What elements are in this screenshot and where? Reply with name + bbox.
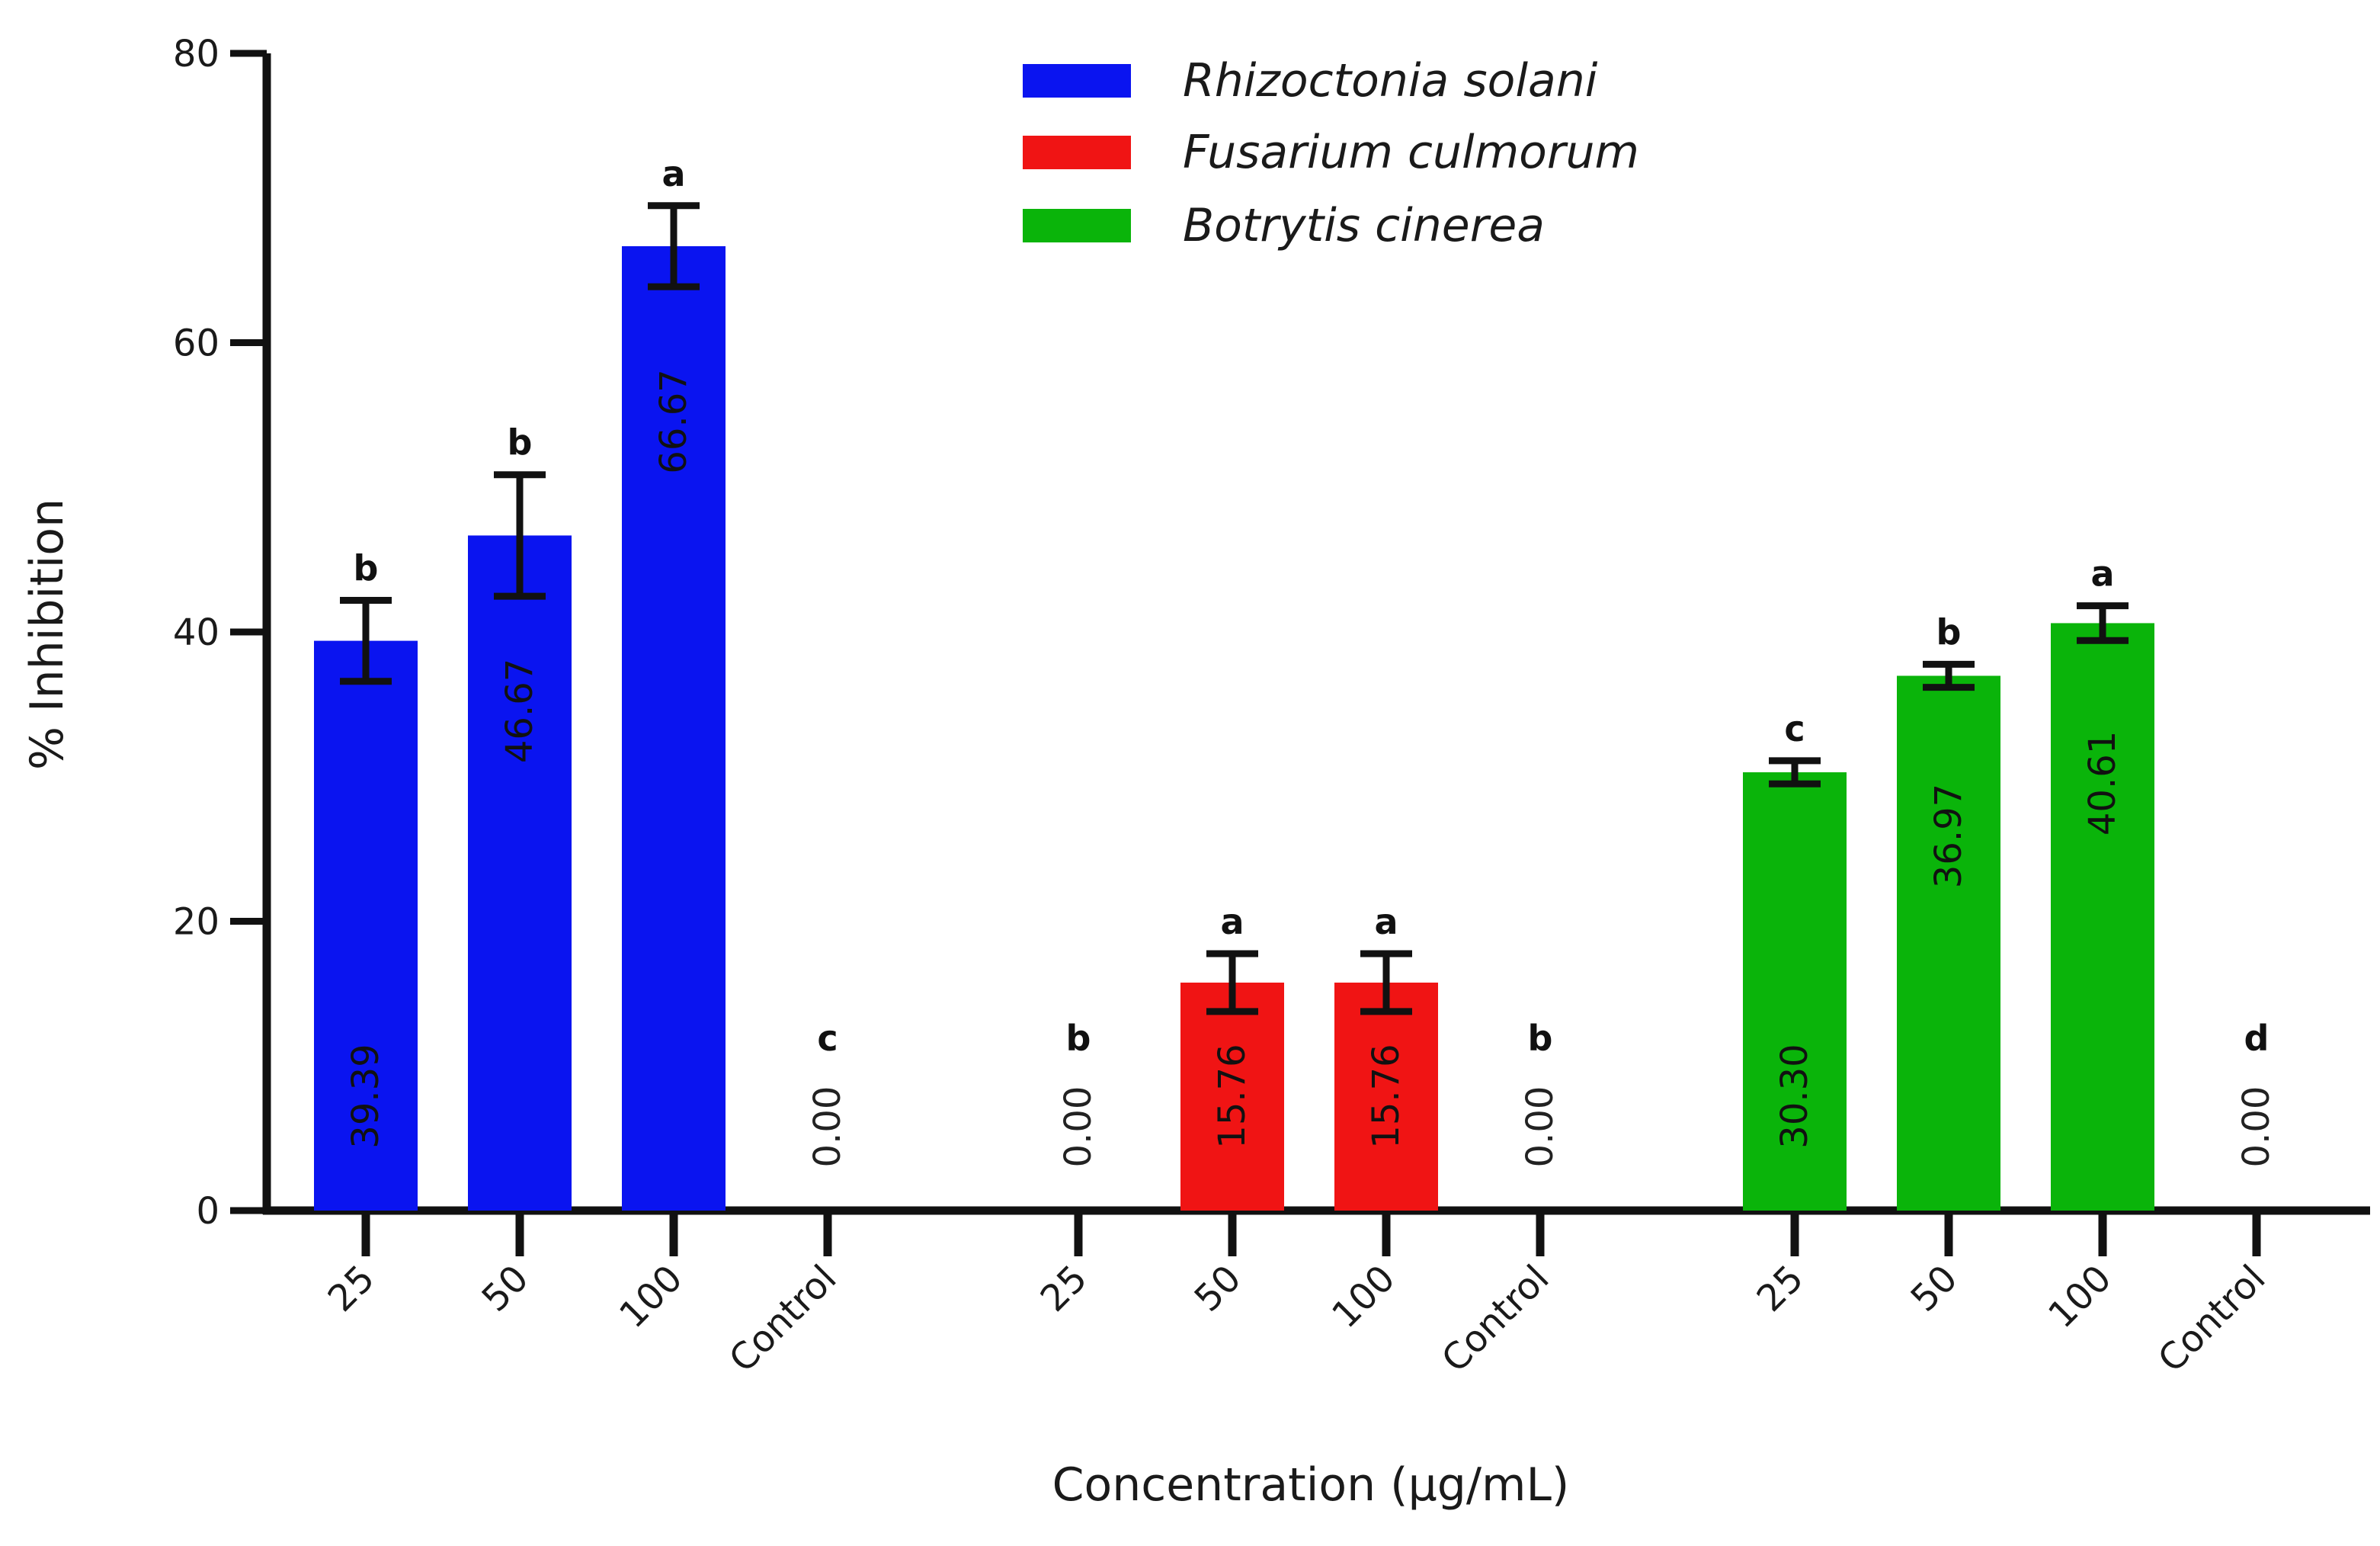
significance-letter: a xyxy=(2090,553,2114,595)
bar-value-label: 39.39 xyxy=(344,1044,387,1148)
x-tick-label: 50 xyxy=(1903,1257,1966,1320)
significance-letter: a xyxy=(661,153,685,194)
legend-label: Fusarium culmorum xyxy=(1183,126,1639,179)
significance-letter: a xyxy=(1374,901,1398,942)
y-tick-label: 80 xyxy=(173,33,219,75)
y-tick-label: 20 xyxy=(173,901,219,944)
bar-value-label: 0.00 xyxy=(806,1086,849,1168)
bar xyxy=(314,640,418,1211)
legend-swatch xyxy=(1023,136,1131,169)
x-tick-label: Control xyxy=(2150,1257,2273,1381)
bar xyxy=(1334,982,1438,1211)
bar-value-label: 40.61 xyxy=(2081,731,2124,836)
bar-value-label: 36.97 xyxy=(1927,784,1970,888)
x-tick-label: 100 xyxy=(2040,1257,2119,1336)
x-tick-label: Control xyxy=(1433,1257,1557,1381)
bar xyxy=(1180,982,1284,1211)
bar xyxy=(468,535,572,1211)
legend-label: Rhizoctonia solani xyxy=(1183,54,1598,107)
plot-area: 0 20 40 60 80 b 39.39 25 b 46.67 50 a 66.67 100 c 0.00 C… xyxy=(173,33,2370,1381)
legend-label: Botrytis cinerea xyxy=(1183,199,1545,252)
bar-value-label: 46.67 xyxy=(498,659,541,763)
significance-letter: c xyxy=(1784,708,1805,749)
x-tick-label: Control xyxy=(721,1257,844,1381)
significance-letter: b xyxy=(354,547,379,589)
x-tick-label: 50 xyxy=(474,1257,537,1320)
significance-letter: a xyxy=(1220,901,1244,942)
significance-letter: b xyxy=(508,422,533,463)
y-tick-label: 40 xyxy=(173,611,219,654)
bar-value-label: 0.00 xyxy=(1519,1086,1562,1168)
legend-swatch xyxy=(1023,209,1131,242)
bar xyxy=(1897,675,2000,1211)
significance-letter: b xyxy=(1936,611,1962,653)
bar xyxy=(2051,623,2154,1211)
significance-letter: c xyxy=(817,1018,838,1059)
significance-letter: b xyxy=(1528,1018,1553,1059)
bar xyxy=(622,245,726,1211)
x-tick-label: 100 xyxy=(611,1257,690,1336)
significance-letter: b xyxy=(1066,1018,1091,1059)
x-tick-label: 50 xyxy=(1187,1257,1250,1320)
y-tick-label: 60 xyxy=(173,322,219,365)
x-tick-label: 25 xyxy=(320,1257,383,1320)
bar-value-label: 0.00 xyxy=(2235,1086,2278,1168)
bar xyxy=(1743,772,1847,1211)
x-tick-label: 25 xyxy=(1033,1257,1096,1320)
y-tick-label: 0 xyxy=(196,1190,219,1233)
legend-swatch xyxy=(1023,64,1131,98)
bar-value-label: 15.76 xyxy=(1365,1044,1408,1148)
bar-value-label: 30.30 xyxy=(1773,1044,1816,1148)
x-axis-title: Concentration (μg/mL) xyxy=(1052,1458,1570,1512)
bar-value-label: 15.76 xyxy=(1211,1044,1254,1148)
x-tick-label: 25 xyxy=(1749,1257,1812,1320)
significance-letter: d xyxy=(2244,1018,2269,1059)
y-axis-title: % Inhibition xyxy=(21,499,74,770)
x-tick-label: 100 xyxy=(1324,1257,1403,1336)
bar-value-label: 0.00 xyxy=(1057,1086,1100,1168)
bar-value-label: 66.67 xyxy=(652,369,695,473)
